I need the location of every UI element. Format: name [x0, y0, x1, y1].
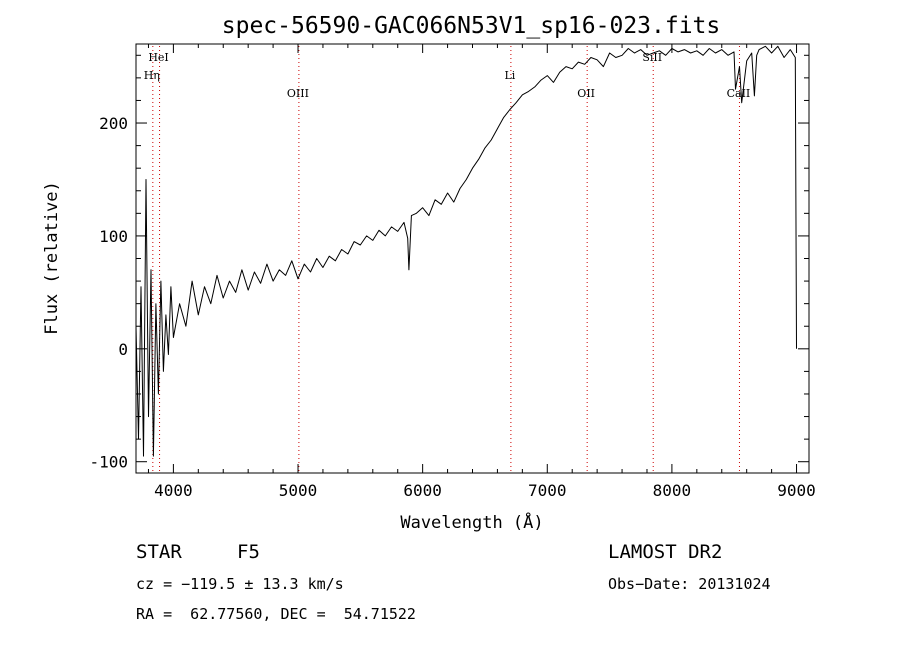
y-axis-label: Flux (relative) [42, 181, 62, 335]
object-subclass: F5 [237, 541, 260, 563]
spectral-line-label: OIII [287, 87, 309, 100]
x-tick-label: 8000 [653, 481, 692, 500]
object-class: STAR [136, 541, 182, 563]
y-tick-label: 100 [99, 227, 128, 246]
x-axis-label: Wavelength (Å) [400, 511, 543, 533]
redshift-text: cz = −119.5 ± 13.3 km/s [136, 575, 344, 593]
survey-name: LAMOST DR2 [608, 541, 723, 563]
spectral-line-markers: HeI Hη OIII Li OII SiII CaII [144, 46, 751, 473]
y-tick-label: -100 [89, 453, 128, 472]
spectral-line-label: CaII [727, 87, 751, 100]
spectral-line-label: Hη [144, 69, 160, 82]
y-tick-label: 200 [99, 114, 128, 133]
coordinates-text: RA = 62.77560, DEC = 54.71522 [136, 605, 416, 623]
chart-title: spec-56590-GAC066N53V1_sp16-023.fits [222, 13, 721, 39]
spectrum-line [135, 45, 797, 457]
x-tick-label: 6000 [403, 481, 442, 500]
x-tick-label: 4000 [154, 481, 193, 500]
spectral-line-label: SiII [642, 51, 662, 64]
obs-date-text: Obs−Date: 20131024 [608, 575, 771, 593]
x-tick-label: 9000 [777, 481, 816, 500]
y-tick-label: 0 [118, 340, 128, 359]
spectral-line-label: HeI [148, 51, 168, 64]
x-tick-label: 5000 [279, 481, 318, 500]
x-tick-label: 7000 [528, 481, 567, 500]
axis-ticks: 4000 5000 6000 7000 8000 9000 -100 0 100 200 [89, 44, 816, 500]
plot-frame [135, 43, 810, 474]
spectral-line-label: OII [577, 87, 595, 100]
spectral-line-label: Li [504, 69, 515, 82]
